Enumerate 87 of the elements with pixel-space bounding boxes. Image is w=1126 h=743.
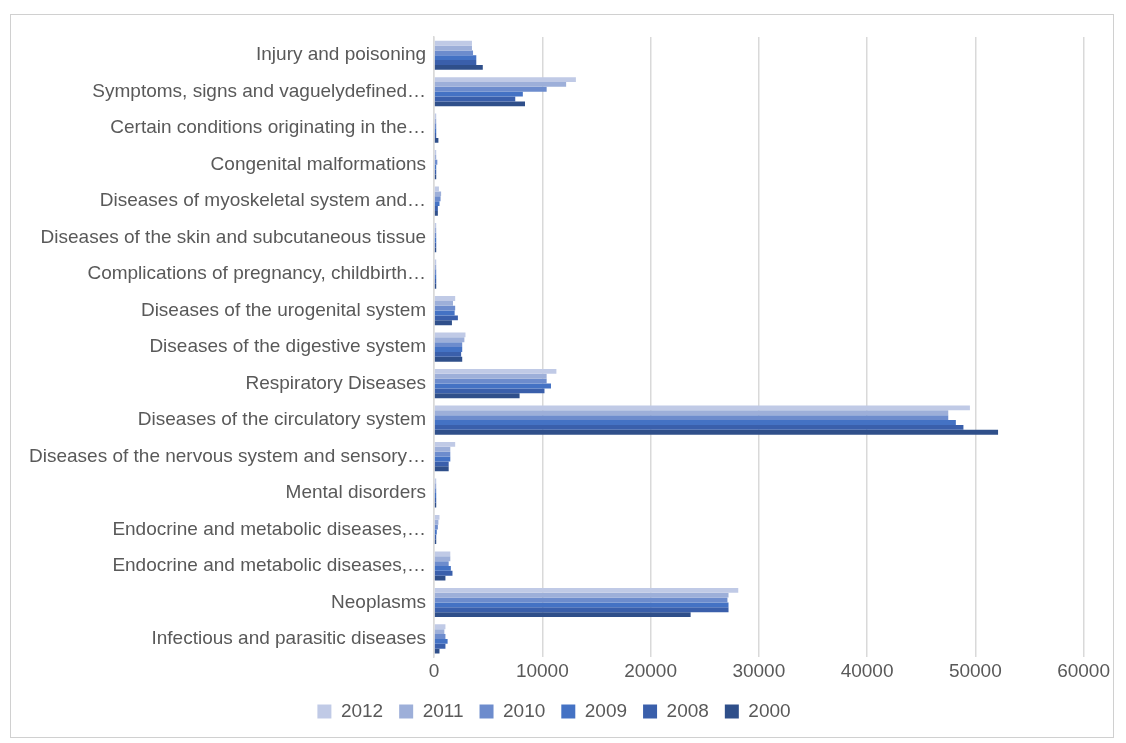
bar [434, 466, 449, 472]
bar [434, 612, 691, 618]
y-tick-label: Diseases of the nervous system and sensory… [28, 444, 427, 466]
bar [434, 393, 520, 399]
bar [434, 607, 729, 613]
bar [434, 388, 545, 394]
bar [434, 191, 442, 197]
bar [434, 524, 438, 530]
legend-label: 2009 [584, 699, 628, 721]
bar [434, 196, 441, 202]
bar [434, 373, 547, 379]
y-tick-label: Injury and poisoning [255, 43, 427, 65]
x-tick-label: 60000 [1057, 659, 1110, 681]
legend-label: 2008 [666, 699, 709, 721]
y-tick-label: Endocrine and metabolic diseases,… [112, 517, 427, 539]
y-tick-label: Respiratory Diseases [245, 371, 427, 393]
y-tick-label: Diseases of the urogenital system [140, 298, 427, 320]
bar [434, 451, 451, 457]
y-tick-label: Diseases of the circulatory system [137, 408, 427, 430]
bar [434, 368, 557, 374]
bar [434, 441, 456, 447]
bar [434, 556, 451, 562]
bar [434, 634, 446, 639]
legend-label: 2011 [422, 699, 464, 721]
bar [434, 77, 576, 82]
y-tick-label: Diseases of myoskeletal system and… [99, 189, 427, 211]
legend-label: 2000 [748, 699, 791, 721]
bar [434, 410, 949, 416]
bar [434, 378, 547, 384]
bar [434, 337, 465, 343]
bar [434, 356, 463, 362]
bar [434, 315, 458, 321]
x-tick-label: 0 [428, 659, 440, 681]
y-tick-label: Neoplasms [331, 590, 427, 612]
x-tick-label: 20000 [624, 659, 677, 681]
bar [434, 305, 456, 311]
legend-label: 2010 [503, 699, 546, 721]
bar [434, 420, 956, 425]
bar [434, 91, 523, 97]
legend-label: 2012 [340, 699, 384, 721]
y-tick-label: Mental disorders [285, 481, 427, 503]
bar [434, 638, 448, 644]
bar [434, 643, 446, 649]
bar [434, 82, 567, 87]
bar [434, 424, 964, 430]
x-tick-label: 10000 [515, 659, 569, 681]
bar [434, 602, 729, 608]
y-tick-label: Endocrine and metabolic diseases,… [112, 554, 427, 576]
bar [434, 60, 477, 65]
bar [434, 592, 729, 598]
bar [434, 64, 483, 70]
bar [434, 86, 547, 92]
bar [434, 320, 452, 326]
bar [434, 570, 453, 576]
bar [434, 351, 462, 357]
bar [434, 210, 438, 216]
y-tick-label: Infectious and parasitic diseases [151, 627, 427, 649]
y-tick-label: Symptoms, signs and vaguelydefined… [92, 79, 427, 101]
bar [434, 551, 451, 557]
bar [434, 565, 451, 571]
bar [434, 446, 451, 452]
x-tick-label: 30000 [732, 659, 786, 681]
bar [434, 629, 445, 635]
y-tick-label: Complications of pregnancy, childbirth… [87, 262, 427, 284]
bar [434, 415, 949, 421]
bar [434, 206, 438, 211]
bar [434, 429, 999, 435]
bar [434, 101, 525, 107]
bar [434, 587, 739, 593]
y-tick-label: Congenital malformations [210, 152, 427, 174]
bar [434, 561, 449, 566]
bar [434, 300, 454, 306]
bar [434, 405, 970, 411]
bar [434, 347, 463, 352]
y-tick-label: Diseases of the digestive system [149, 335, 427, 357]
bar [434, 461, 449, 467]
y-tick-label: Certain conditions originating in the… [110, 116, 427, 138]
bar [434, 296, 456, 301]
bar [434, 624, 446, 630]
bar [434, 575, 446, 581]
y-tick-label: Diseases of the skin and subcutaneous tissue [40, 225, 427, 247]
bar [434, 40, 472, 46]
bar [434, 55, 477, 61]
x-tick-label: 50000 [948, 659, 1002, 681]
bar [434, 342, 463, 348]
bar [434, 50, 474, 56]
x-tick-label: 40000 [840, 659, 894, 681]
